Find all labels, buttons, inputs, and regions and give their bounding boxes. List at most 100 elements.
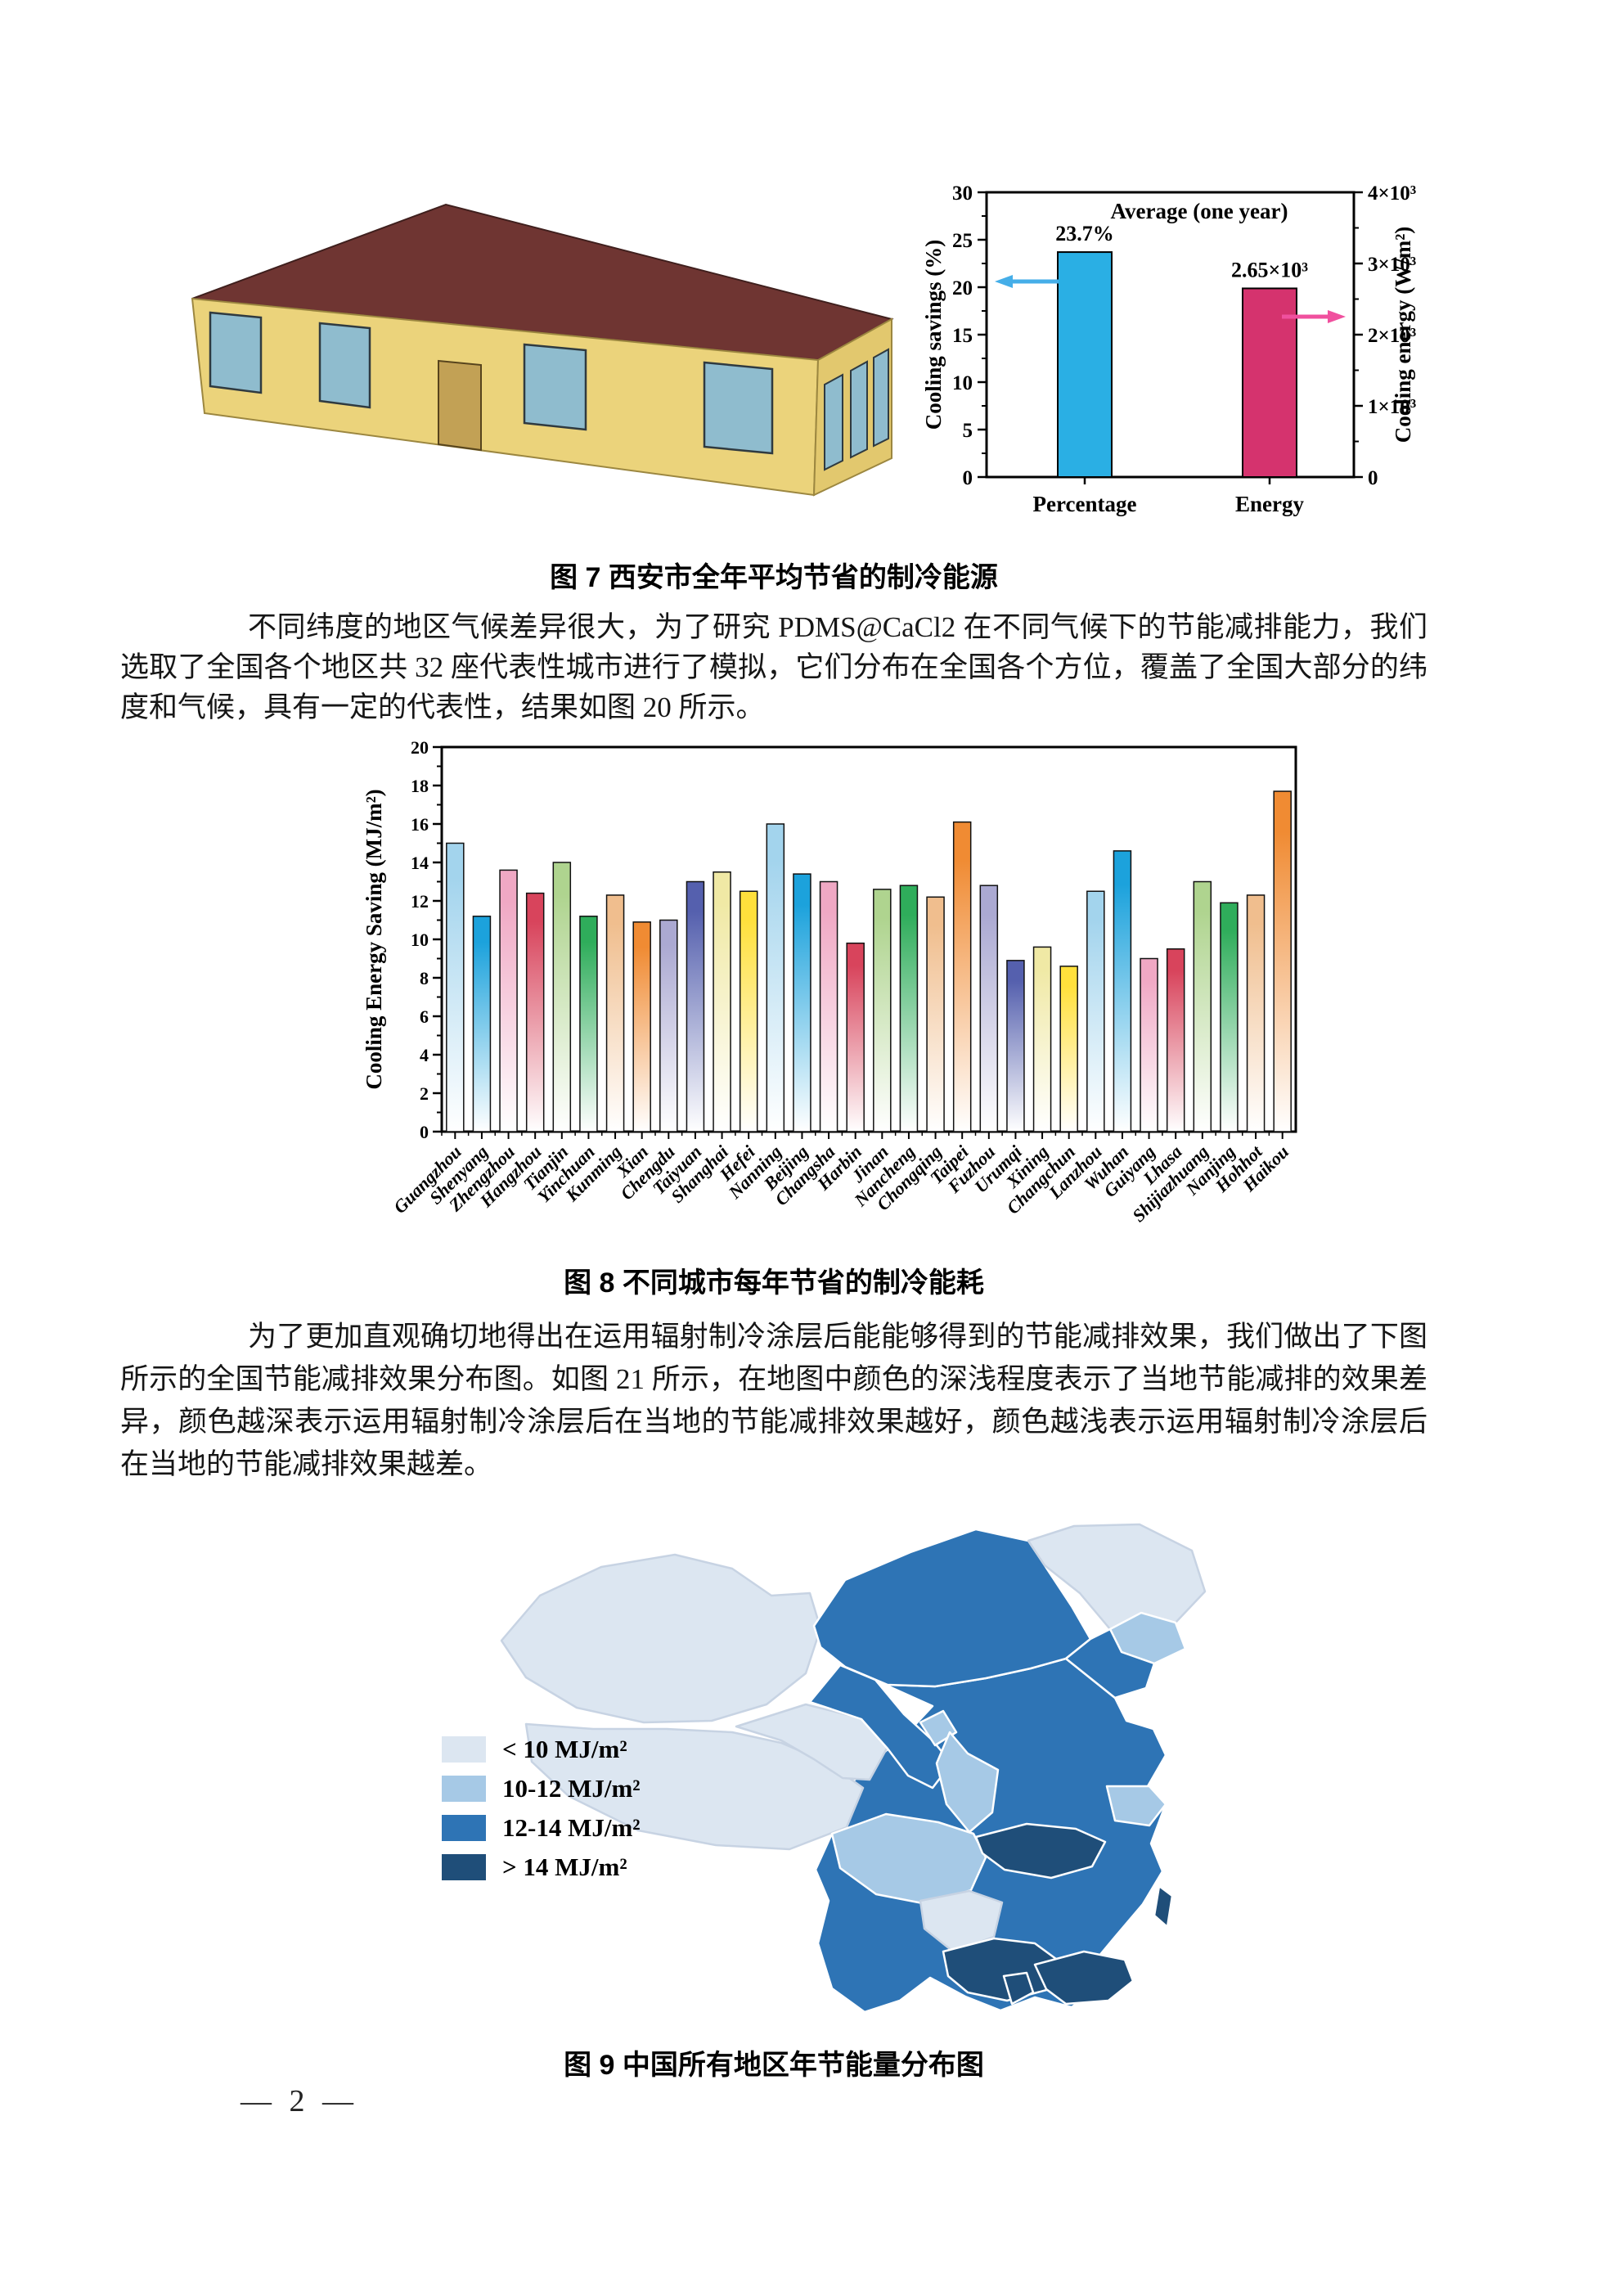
map-region-guangdong [1033,1950,1135,2006]
legend-item: 12-14 MJ/m² [442,1813,641,1842]
building-side-window [873,348,889,448]
map-region-xinjiang [500,1553,822,1724]
figure8-chart: 02468101214161820GuangzhouShenyangZhengz… [362,737,1297,1226]
building-window [209,311,263,394]
fig8-bar-hangzhou [525,892,545,1132]
fig8-y-tick-label: 18 [411,776,429,796]
map-region-taiwan [1153,1884,1174,1929]
fig8-bar-yinchuan [579,916,598,1132]
legend-item: 10-12 MJ/m² [442,1774,641,1803]
map-region-guizhou [919,1889,1004,1953]
fig8-bar-changsha [819,880,838,1132]
fig8-bar-taiyuan [686,880,705,1132]
fig7-left-tick-label: 15 [952,325,973,347]
map-region-sichuan [830,1812,987,1906]
legend-item: > 14 MJ/m² [442,1853,641,1881]
figure9-caption: 图 9 中国所有地区年节能量分布图 [564,2050,984,2081]
building-side-window [824,373,843,471]
fig7-left-tick-label: 10 [952,372,973,394]
map-region-liaoning [1064,1627,1156,1699]
legend-label: 12-14 MJ/m² [502,1813,641,1842]
page-number: — 2 — [241,2084,358,2118]
fig8-bar-urumqi [1006,960,1025,1132]
fig8-bar-nanjing [1220,902,1239,1132]
fig8-y-tick-label: 14 [411,853,429,873]
building-window [523,343,587,431]
fig7-plot-border [985,191,1355,479]
figure7-chart: 0 5 10 15 20 25 30 0 1×10³ 2×10³ 3×10³ 4×10³ 23.7% Pe… [921,182,1416,516]
fig8-y-tick-label: 2 [420,1083,429,1104]
fig8-bar-kunming [605,894,625,1132]
fig7-title: Average (one year) [1111,199,1288,223]
fig7-bar-percentage [1057,251,1113,479]
fig8-bar-wuhan [1113,850,1132,1132]
body-paragraph-1: 不同纬度的地区气候差异很大，为了研究 PDMS@CaCl2 在不同气候下的节能减… [120,611,1427,723]
fig7-right-arrow-head [1328,309,1346,323]
fig8-y-tick-label: 6 [420,1006,429,1027]
map-legend: < 10 MJ/m² 10-12 MJ/m² 12-14 MJ/m² > 14 MJ/… [442,1735,641,1881]
fig8-y-tick-label: 20 [411,737,429,758]
legend-swatch [442,1736,486,1763]
fig7-left-axis-label: Cooling savings (%) [921,240,946,430]
fig8-y-tick-label: 0 [420,1122,429,1142]
fig8-bar-shijiazhuang [1193,880,1212,1132]
fig7-right-tick-label: 1×10³ [1368,396,1416,418]
fig7-x-tick-label: Percentage [1033,492,1137,516]
fig8-bar-hohhot [1246,894,1266,1132]
building-window [318,322,371,409]
legend-label: < 10 MJ/m² [502,1735,627,1763]
legend-item: < 10 MJ/m² [442,1735,641,1763]
figure8-caption: 图 8 不同城市每年节省的制冷能耗 [564,1267,984,1299]
fig8-y-tick-label: 16 [411,814,429,835]
fig8-bar-shenyang [472,916,492,1132]
fig8-bar-tianjin [552,862,572,1132]
fig7-bar-energy [1242,287,1297,478]
fig8-bar-fuzhou [979,885,999,1132]
map-region-qinghai [735,1703,889,1781]
fig8-bar-xining [1032,946,1052,1132]
fig8-y-tick-label: 10 [411,930,429,950]
map-region-shaanxi [935,1731,1000,1834]
fig8-bar-guiyang [1140,957,1158,1132]
fig8-y-tick-label: 8 [420,968,429,988]
fig8-bar-haikou [1273,790,1292,1132]
fig8-bar-lanzhou [1086,890,1105,1132]
fig8-bar-hefei [739,890,758,1132]
fig7-left-tick-label: 0 [963,467,973,489]
fig8-bar-xian [632,921,651,1132]
fig8-bar-nanning [766,823,785,1132]
fig7-right-tick-label: 4×10³ [1368,182,1416,205]
building-door [438,359,482,452]
fig8-y-tick-label: 4 [420,1045,429,1065]
figure9-china-map [500,1523,1207,2014]
fig8-bar-jinan [873,889,892,1132]
fig7-bar-value-label: 23.7% [1055,222,1114,245]
fig8-bar-zhengzhou [499,869,518,1132]
building-3d-figure [191,203,894,497]
fig8-y-axis-label: Cooling Energy Saving (MJ/m²) [362,789,386,1089]
fig8-bar-chongqing [926,896,945,1132]
fig8-bar-chengdu [659,919,678,1132]
building-side-window [850,360,868,459]
fig7-left-tick-label: 20 [952,277,973,299]
fig8-bar-guangzhou [446,842,465,1132]
fig8-bar-harbin [846,942,865,1132]
legend-swatch [442,1815,486,1841]
fig7-left-tick-label: 25 [952,230,973,252]
fig7-right-tick-label: 0 [1368,467,1378,489]
map-region-hainan [1002,1971,1035,2006]
fig8-bar-beijing [793,873,812,1132]
fig8-bar-nancheng [899,885,919,1132]
fig7-left-tick-label: 5 [963,420,973,442]
fig7-left-tick-label: 30 [952,182,973,205]
fig8-bar-taipei [952,821,972,1132]
legend-label: > 14 MJ/m² [502,1853,627,1881]
fig7-x-tick-label: Energy [1235,492,1304,516]
legend-label: 10-12 MJ/m² [502,1774,641,1803]
fig7-left-arrow-head [995,275,1013,289]
map-region-jiangsu [1105,1785,1167,1827]
fig7-right-tick-label: 3×10³ [1368,254,1416,276]
body-paragraph-2: 为了更加直观确切地得出在运用辐射制冷涂层后能能够得到的节能减排效果，我们做出了下… [120,1321,1427,1480]
figure7-caption: 图 7 西安市全年平均节省的制冷能源 [550,562,998,593]
